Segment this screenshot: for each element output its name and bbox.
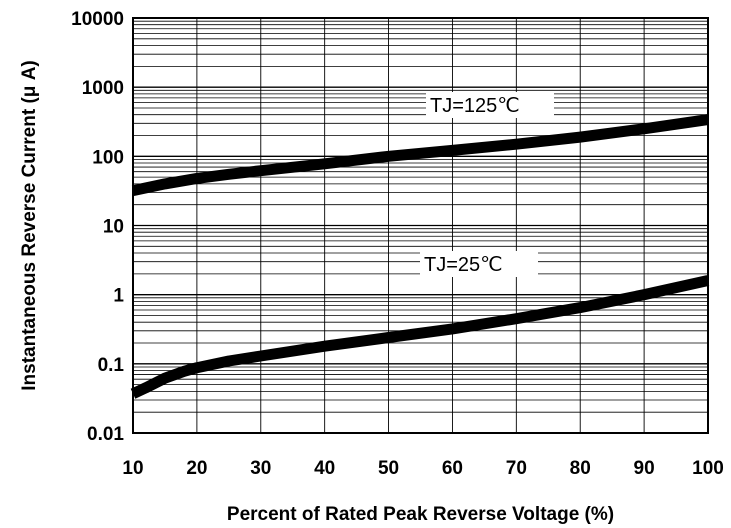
- y-tick-label: 1: [113, 286, 124, 307]
- chart-grid: [132, 18, 709, 433]
- series-line: [131, 114, 709, 196]
- y-tick-label: 100: [92, 147, 124, 168]
- y-tick-label: 1000: [82, 78, 124, 99]
- series-label-background: [426, 92, 554, 118]
- y-tick-label: 0.01: [87, 424, 124, 445]
- x-tick-labels: 10 20 30 40 50 60 70 80 90 100: [122, 458, 723, 479]
- x-tick-label: 90: [634, 458, 655, 479]
- x-tick-label: 20: [186, 458, 207, 479]
- plot-frame: [132, 17, 709, 434]
- x-tick-label: 80: [570, 458, 591, 479]
- x-tick-label: 50: [378, 458, 399, 479]
- series-line: [130, 275, 710, 399]
- x-tick-label: 70: [506, 458, 527, 479]
- series-label: TJ=25℃: [424, 254, 503, 276]
- series-label-background: [420, 251, 538, 277]
- y-tick-label: 10: [103, 217, 124, 238]
- x-tick-label: 10: [122, 458, 143, 479]
- y-tick-label: 0.1: [98, 355, 125, 376]
- x-tick-label: 100: [692, 458, 724, 479]
- x-tick-label: 60: [442, 458, 463, 479]
- x-tick-label: 40: [314, 458, 335, 479]
- x-tick-label: 30: [250, 458, 271, 479]
- y-axis-title: Instantaneous Reverse Current (μ A): [19, 60, 40, 390]
- x-axis-title: Percent of Rated Peak Reverse Voltage (%…: [227, 504, 614, 525]
- y-tick-label: 10000: [71, 9, 124, 30]
- series-label: TJ=125℃: [430, 95, 520, 117]
- series-layer: TJ=125℃ TJ=25℃: [130, 92, 710, 399]
- y-tick-labels: 0.01 0.1 1 10 100 1000 10000: [71, 9, 124, 445]
